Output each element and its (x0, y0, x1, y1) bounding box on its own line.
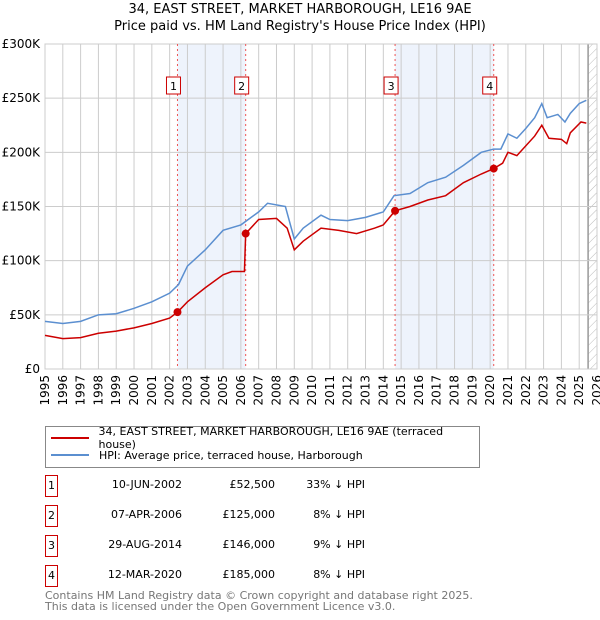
sale-hpi-diff: 8% ↓ HPI (313, 508, 365, 521)
footer: Contains HM Land Registry data © Crown c… (45, 590, 473, 612)
hpi-line (44, 99, 587, 325)
sale-marker-number: 3 (45, 535, 58, 557)
sale-hpi-diff: 9% ↓ HPI (313, 538, 365, 551)
sale-label-box (234, 76, 250, 95)
x-tick-label: 2013 (359, 375, 373, 406)
sale-label-box (482, 76, 498, 95)
sale-marker-number: 4 (45, 565, 58, 587)
sale-label: 3 (388, 80, 395, 93)
legend: 34, EAST STREET, MARKET HARBOROUGH, LE16… (45, 425, 480, 468)
x-tick-label: 2020 (483, 375, 497, 406)
y-tick-label: £100K (2, 254, 42, 268)
x-tick-label: 2007 (252, 375, 266, 406)
sale-label: 2 (238, 80, 245, 93)
x-tick-label: 2010 (305, 375, 319, 406)
x-tick-label: 2021 (501, 375, 515, 406)
x-tick-label: 2012 (341, 375, 355, 406)
sale-point (391, 206, 400, 215)
x-tick-label: 2001 (145, 375, 159, 406)
sale-date: 12-MAR-2020 (107, 568, 182, 581)
x-tick-label: 2009 (287, 375, 301, 406)
sale-hpi-diff: 8% ↓ HPI (313, 568, 365, 581)
x-tick-label: 2023 (537, 375, 551, 406)
sale-point (241, 229, 250, 238)
sale-price: £52,500 (229, 478, 276, 491)
footer-line-2: This data is licensed under the Open Gov… (45, 600, 396, 613)
sale-point (489, 164, 498, 173)
sale-label: 4 (486, 80, 493, 93)
sale-date: 07-APR-2006 (110, 508, 182, 521)
y-tick-label: £150K (2, 200, 42, 214)
x-tick-label: 2004 (198, 375, 212, 406)
x-tick-label: 1995 (38, 375, 52, 406)
x-tick-label: 2006 (234, 375, 248, 406)
property-price-line (44, 121, 587, 340)
x-tick-label: 2019 (465, 375, 479, 406)
x-tick-label: 2014 (376, 375, 390, 406)
x-tick-label: 2022 (519, 375, 533, 406)
sale-label-box (165, 76, 181, 95)
x-tick-label: 1996 (56, 375, 70, 406)
y-tick-label: £300K (2, 37, 42, 51)
x-tick-label: 2011 (323, 375, 337, 406)
x-tick-label: 2015 (394, 375, 408, 406)
x-tick-label: 2016 (412, 375, 426, 406)
x-tick-label: 2026 (590, 375, 600, 406)
footer-line-1: Contains HM Land Registry data © Crown c… (45, 589, 473, 602)
sale-label-box (383, 76, 399, 95)
sale-price: £185,000 (222, 568, 276, 581)
sale-price: £125,000 (222, 508, 276, 521)
x-tick-label: 2018 (448, 375, 462, 406)
y-tick-label: £50K (9, 308, 41, 322)
plot-area: 1995 1996 1997 1998 1999 2000 2001 2002 2003 2004… (2, 37, 600, 406)
legend-swatch-hpi (51, 454, 89, 456)
sale-marker-number: 1 (45, 475, 58, 497)
x-tick-label: 2000 (127, 375, 141, 406)
y-tick-label: £200K (2, 145, 42, 159)
x-tick-label: 2005 (216, 375, 230, 406)
sale-marker-number: 2 (45, 505, 58, 527)
y-tick-label: £0 (25, 362, 40, 376)
sale-point (173, 308, 182, 317)
sale-hpi-diff: 33% ↓ HPI (306, 478, 365, 491)
sale-date: 10-JUN-2002 (111, 478, 182, 491)
chart-title: 34, EAST STREET, MARKET HARBOROUGH, LE16… (128, 2, 472, 17)
sale-price: £146,000 (222, 538, 276, 551)
legend-swatch-property (51, 437, 89, 439)
x-tick-label: 2008 (269, 375, 283, 406)
y-tick-label: £250K (2, 91, 42, 105)
chart-subtitle: Price paid vs. HM Land Registry's House … (114, 19, 486, 34)
x-tick-label: 2003 (180, 375, 194, 406)
sale-label: 1 (170, 80, 177, 93)
plot-border (44, 43, 598, 370)
sale-date: 29-AUG-2014 (108, 538, 182, 551)
legend-label-property: 34, EAST STREET, MARKET HARBOROUGH, LE16… (98, 425, 444, 451)
x-tick-label: 2024 (554, 375, 568, 406)
x-tick-label: 1999 (109, 375, 123, 406)
x-tick-label: 2017 (430, 375, 444, 406)
x-tick-label: 1998 (91, 375, 105, 406)
legend-label-hpi: HPI: Average price, terraced house, Harb… (99, 448, 363, 462)
x-tick-label: 2025 (572, 375, 586, 406)
x-tick-label: 2002 (163, 375, 177, 406)
x-tick-label: 1997 (74, 375, 88, 406)
